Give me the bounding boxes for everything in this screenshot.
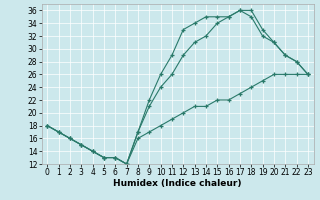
X-axis label: Humidex (Indice chaleur): Humidex (Indice chaleur) (113, 179, 242, 188)
